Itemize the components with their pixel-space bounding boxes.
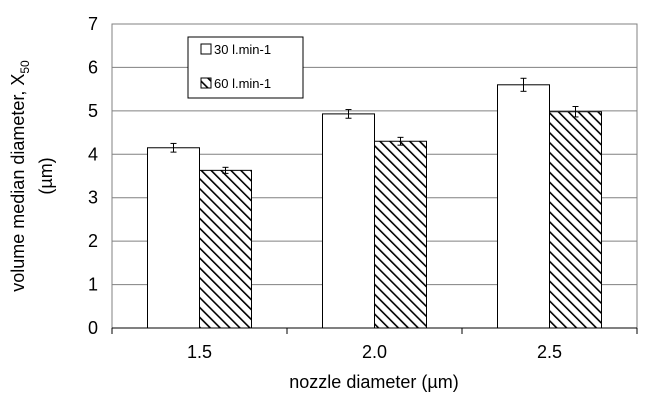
bar-series-2 [199, 169, 252, 329]
plot-area [111, 23, 638, 334]
y-tick-label: 6 [88, 57, 98, 77]
x-axis-title: nozzle diameter (µm) [289, 372, 458, 392]
bar-series-1 [322, 113, 375, 329]
y-axis-title-line-2: (µm) [36, 157, 56, 194]
legend-swatch-series-1 [200, 43, 212, 55]
legend-label-series-2: 60 l.min-1 [214, 76, 271, 91]
bar-series-1 [497, 84, 550, 329]
y-axis-title-main: volume median diameter, X [8, 74, 28, 292]
y-tick-label: 0 [88, 318, 98, 338]
y-axis-title-line-1: volume median diameter, X50 [8, 60, 32, 292]
legend-swatch-series-2 [200, 77, 212, 89]
y-tick-label: 1 [88, 275, 98, 295]
bars [147, 84, 602, 329]
y-tick-label: 2 [88, 231, 98, 251]
y-axis-tick-labels: 0 1 2 3 4 5 6 7 [88, 14, 98, 338]
bar-series-1 [147, 147, 200, 329]
x-tick-label: 1.5 [187, 342, 212, 362]
x-axis-tick-labels: 1.5 2.0 2.5 [187, 342, 562, 362]
bar-series-2 [549, 111, 602, 329]
x-tick-label: 2.5 [537, 342, 562, 362]
y-tick-label: 4 [88, 144, 98, 164]
legend: 30 l.min-1 60 l.min-1 [187, 36, 304, 99]
error-bars [170, 77, 579, 174]
y-axis-title: volume median diameter, X50 (µm) [8, 60, 56, 292]
y-tick-label: 3 [88, 188, 98, 208]
y-tick-label: 7 [88, 14, 98, 34]
legend-label-series-1: 30 l.min-1 [214, 42, 271, 57]
bar-series-2 [374, 140, 427, 329]
x-axis-ticks [111, 328, 638, 334]
x-tick-label: 2.0 [362, 342, 387, 362]
y-axis-title-subscript: 50 [18, 60, 32, 74]
y-tick-label: 5 [88, 101, 98, 121]
